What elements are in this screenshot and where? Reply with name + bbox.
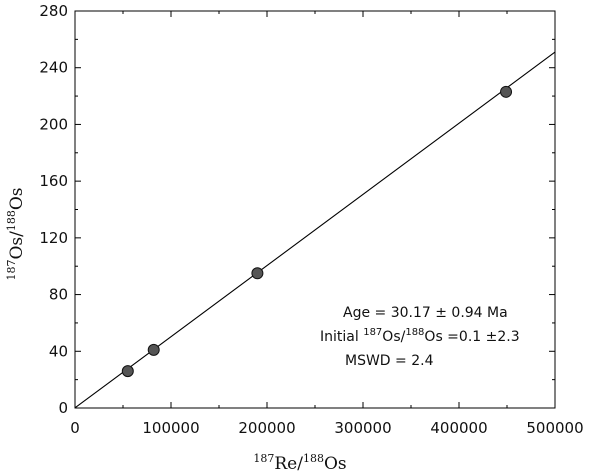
plot-frame	[74, 10, 556, 409]
y-tick-label: 280	[39, 2, 68, 20]
data-point	[121, 365, 134, 378]
y-tick-label: 240	[39, 59, 68, 77]
data-points	[121, 85, 513, 378]
annotation-initial-ratio: Initial 187Os/188Os =0.1 ±2.3	[320, 327, 520, 345]
y-axis-title: 187Os/188Os	[5, 187, 27, 280]
data-point	[251, 267, 264, 280]
data-point	[147, 343, 160, 356]
x-tick-label: 300000	[334, 419, 391, 437]
tick-labels: 0 100000 200000 300000 400000 500000 0 40 80 120 1…	[39, 2, 583, 437]
y-tick-label: 200	[39, 115, 68, 133]
y-tick-label: 120	[39, 229, 68, 247]
y-tick-label: 40	[49, 342, 68, 360]
x-tick-label: 100000	[142, 419, 199, 437]
x-tick-label: 400000	[430, 419, 487, 437]
y-tick-label: 160	[39, 172, 68, 190]
x-tick-label: 500000	[526, 419, 583, 437]
data-point	[500, 85, 513, 98]
y-tick-label: 0	[58, 399, 68, 417]
annotation-age: Age = 30.17 ± 0.94 Ma	[343, 305, 508, 321]
x-tick-label: 200000	[238, 419, 295, 437]
y-tick-label: 80	[49, 286, 68, 304]
x-tick-label: 0	[70, 419, 80, 437]
regression-line	[74, 51, 556, 409]
x-axis-title: 187Re/188Os	[253, 452, 346, 474]
annotation-mswd: MSWD = 2.4	[345, 353, 434, 369]
axis-ticks	[74, 10, 556, 409]
